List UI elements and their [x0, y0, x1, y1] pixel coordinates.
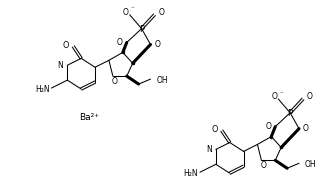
Text: Ba²⁺: Ba²⁺ — [79, 113, 99, 122]
Text: P: P — [287, 109, 293, 118]
Text: O: O — [158, 8, 164, 17]
Text: H₂N: H₂N — [35, 85, 50, 94]
Text: O: O — [307, 92, 313, 101]
Text: OH: OH — [156, 76, 168, 85]
Text: O: O — [155, 40, 160, 49]
Text: O: O — [63, 41, 69, 50]
Text: H₂N: H₂N — [183, 169, 198, 178]
Text: ⁻: ⁻ — [279, 91, 283, 97]
Text: O: O — [260, 161, 266, 170]
Text: O: O — [211, 125, 218, 134]
Text: O: O — [266, 122, 271, 131]
Text: O: O — [117, 38, 123, 47]
Text: O: O — [303, 124, 309, 133]
Text: O: O — [123, 8, 129, 17]
Text: O: O — [112, 77, 118, 86]
Text: N: N — [58, 61, 63, 70]
Text: OH: OH — [305, 160, 317, 169]
Text: N: N — [206, 145, 212, 154]
Text: ⁻: ⁻ — [131, 7, 135, 13]
Text: P: P — [139, 25, 144, 34]
Text: O: O — [271, 92, 277, 101]
